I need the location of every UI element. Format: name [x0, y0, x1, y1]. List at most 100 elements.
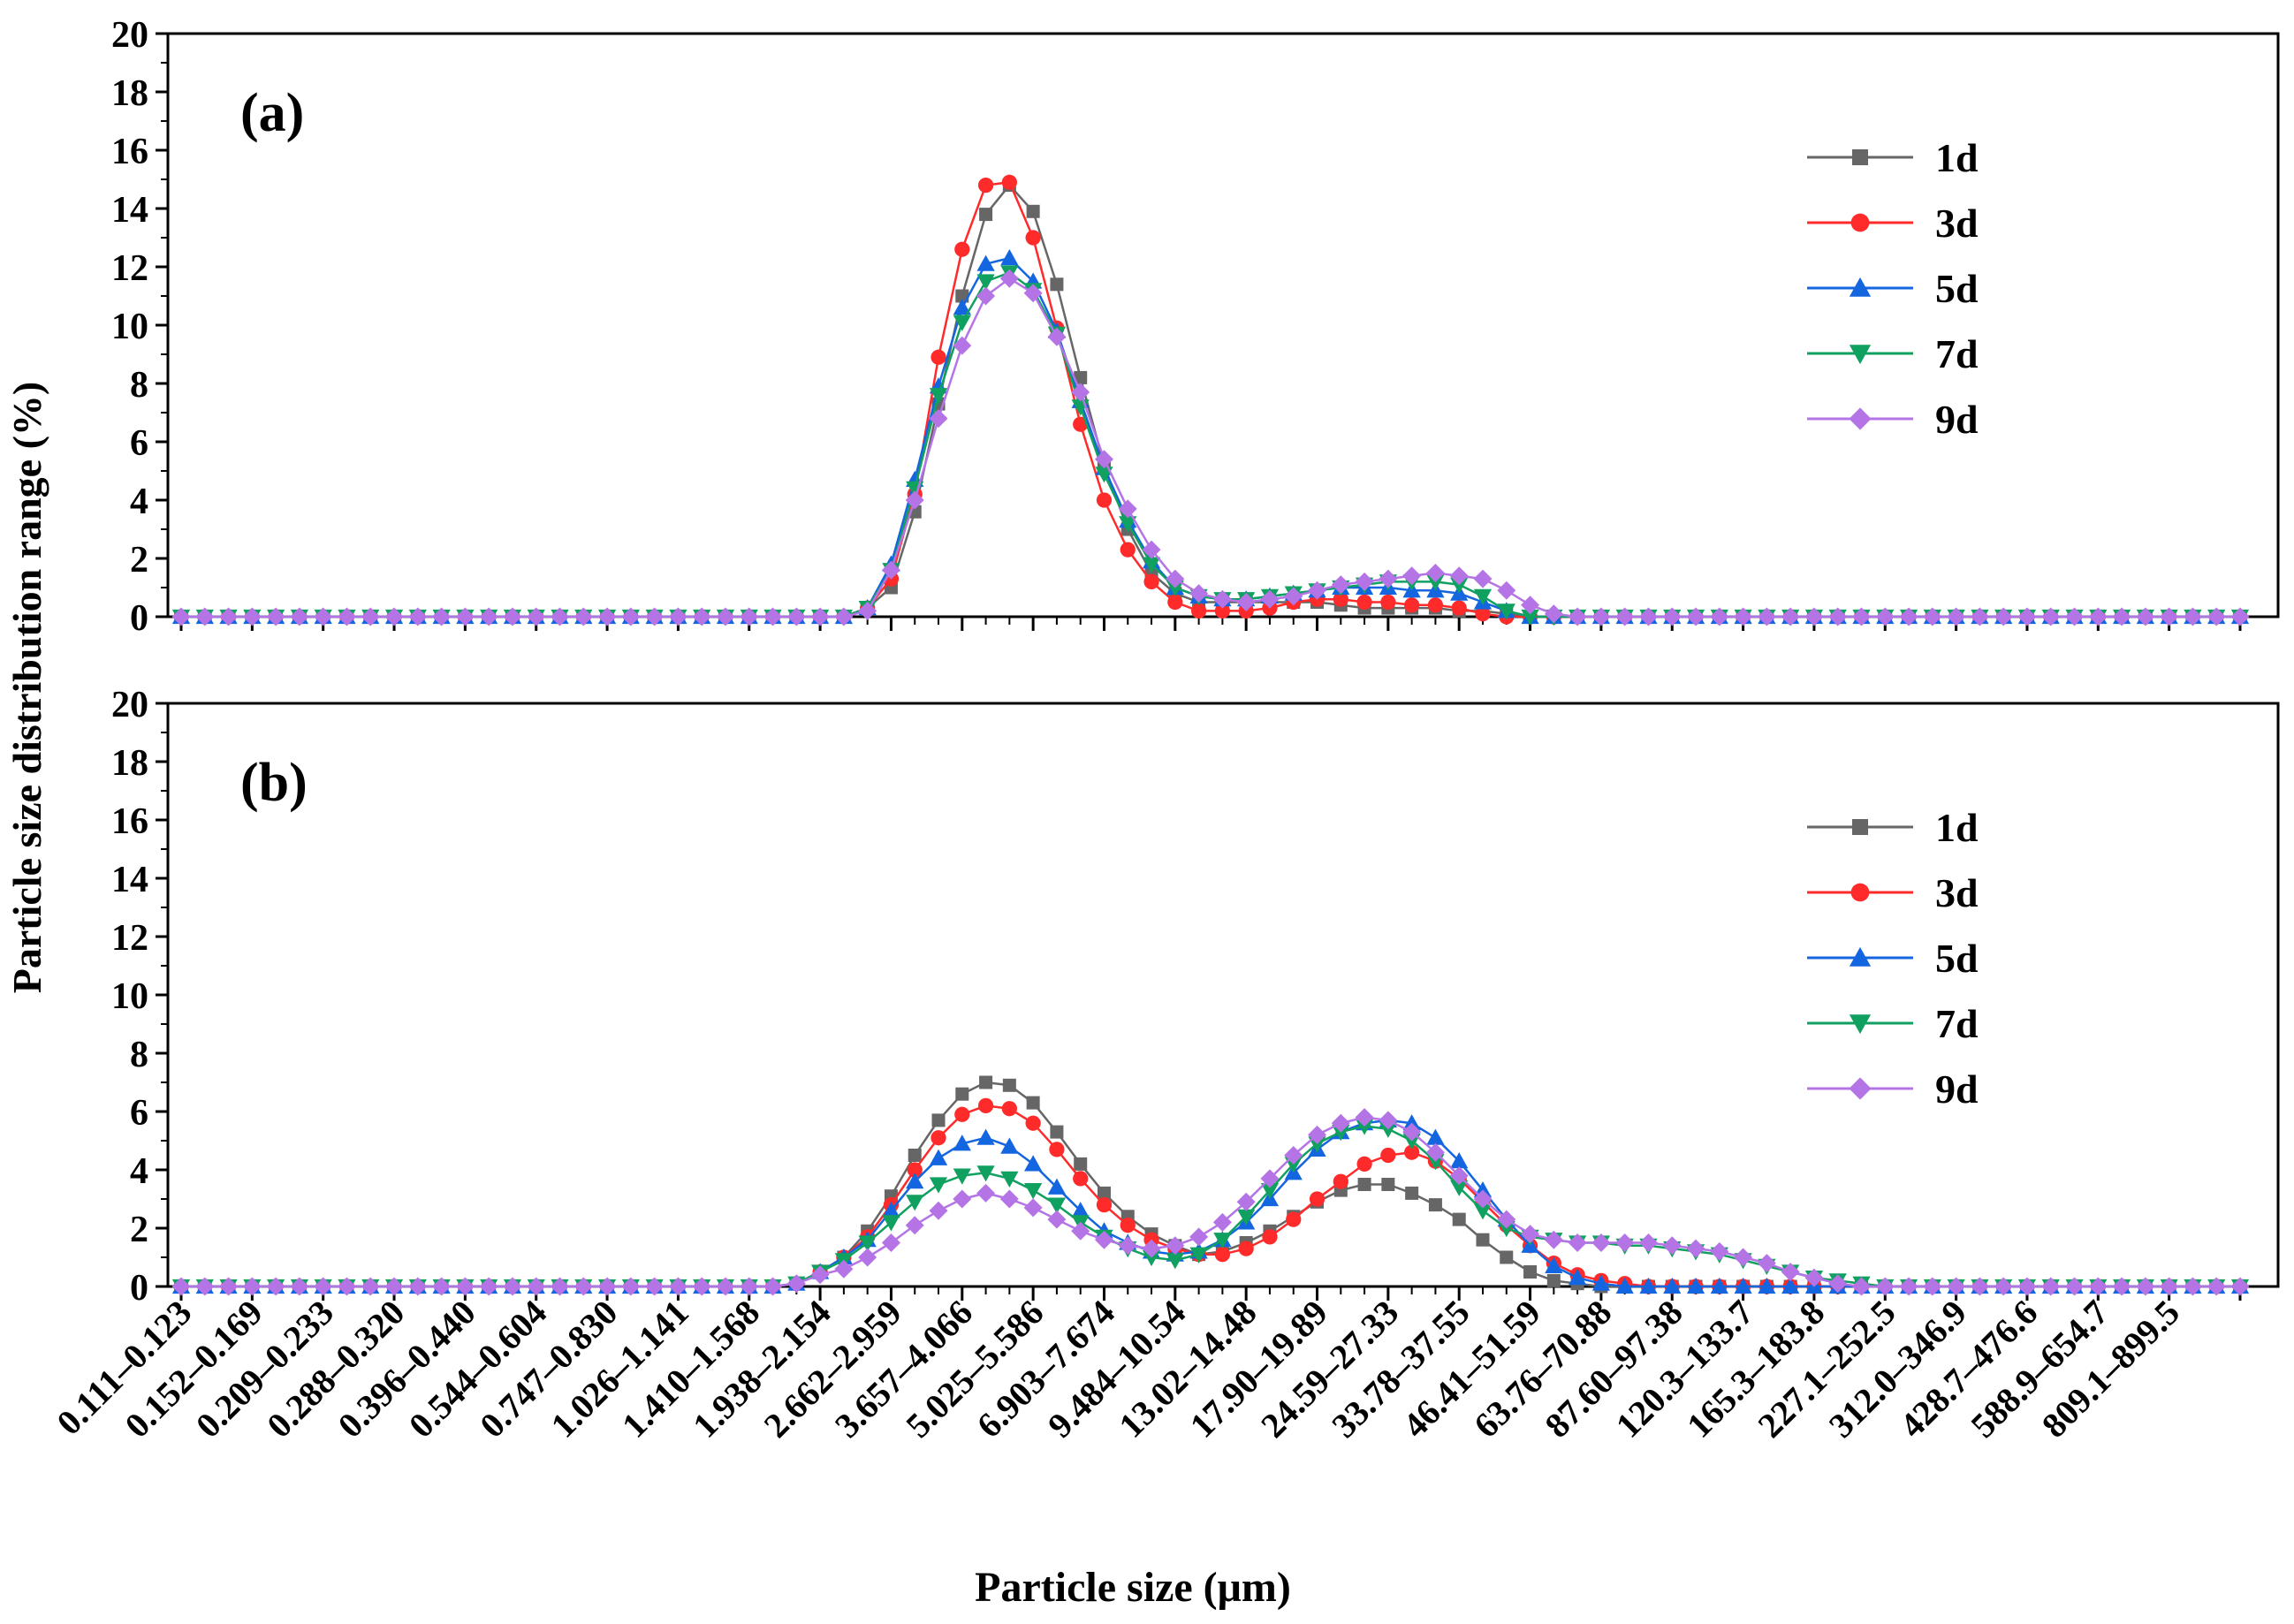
data-point: [2160, 607, 2179, 626]
data-point: [2230, 607, 2250, 626]
legend-entry-9d: 9d: [1807, 397, 1979, 442]
data-point: [1615, 1277, 1634, 1294]
data-point: [2088, 607, 2108, 626]
data-point: [1001, 174, 1017, 190]
data-point: [1425, 1142, 1445, 1162]
data-point: [929, 409, 948, 429]
series-line-3d: [181, 1104, 2240, 1288]
legend-marker: [1852, 819, 1868, 835]
data-point: [1710, 1277, 1728, 1294]
data-point: [1497, 1210, 1516, 1229]
data-point: [668, 607, 687, 626]
data-point: [1544, 604, 1563, 624]
data-point: [621, 607, 641, 626]
data-point: [1237, 1209, 1256, 1226]
data-point: [931, 1113, 946, 1127]
data-point: [503, 607, 522, 626]
data-point: [1002, 1078, 1016, 1092]
data-point: [1212, 1212, 1232, 1232]
series-5d: [171, 1111, 2250, 1294]
legend-entry-1d: 1d: [1807, 135, 1979, 180]
data-point: [953, 1135, 971, 1151]
legend-marker: [1849, 1014, 1872, 1035]
y-tick-label: 8: [130, 1035, 148, 1075]
legend-label: 5d: [1935, 936, 1979, 981]
legend-label: 1d: [1935, 135, 1979, 180]
series-line-9d: [181, 1116, 2240, 1288]
data-point: [314, 1277, 333, 1296]
data-point: [716, 1277, 735, 1296]
y-tick-label: 4: [130, 482, 148, 522]
data-point: [1899, 1277, 1918, 1296]
data-point: [551, 1277, 570, 1296]
data-point: [2112, 1277, 2131, 1296]
data-point: [1284, 1146, 1303, 1165]
data-point: [1332, 1125, 1350, 1142]
data-point: [979, 208, 993, 222]
data-point: [1355, 1119, 1374, 1135]
data-point: [999, 1189, 1019, 1209]
data-point: [931, 349, 946, 365]
series-9d: [171, 269, 2250, 626]
data-point: [2112, 607, 2131, 626]
data-point: [858, 1235, 877, 1252]
data-point: [1308, 1136, 1326, 1153]
data-point: [1994, 607, 2013, 626]
data-point: [1074, 370, 1088, 384]
data-point: [907, 1162, 923, 1178]
data-point: [171, 607, 191, 626]
data-point: [2136, 1277, 2155, 1296]
data-point: [1923, 607, 1942, 626]
data-point: [1308, 1125, 1327, 1144]
data-point: [1189, 1247, 1208, 1264]
data-point: [1074, 1157, 1088, 1171]
data-point: [1073, 1171, 1089, 1187]
data-point: [1425, 564, 1445, 582]
data-point: [1663, 1277, 1682, 1294]
data-point: [976, 1128, 995, 1145]
data-point: [242, 607, 262, 626]
data-point: [1024, 1155, 1043, 1172]
legend-entry-5d: 5d: [1807, 266, 1979, 311]
data-point: [955, 1087, 969, 1101]
panel-label: (b): [240, 753, 308, 813]
data-point: [1379, 1111, 1398, 1130]
data-point: [1025, 1115, 1041, 1131]
data-point: [1591, 1233, 1611, 1252]
legend-entry-7d: 7d: [1807, 1001, 1979, 1046]
data-point: [882, 1215, 900, 1232]
legend-marker: [1849, 407, 1872, 430]
data-point: [1236, 1192, 1256, 1211]
data-point: [1023, 1198, 1043, 1218]
series-line-7d: [181, 271, 2240, 618]
data-point: [2041, 1277, 2061, 1296]
data-point: [1096, 492, 1113, 508]
data-point: [1071, 1202, 1090, 1218]
data-point: [1851, 1277, 1871, 1296]
data-point: [1166, 1253, 1184, 1270]
legend-entry-5d: 5d: [1807, 936, 1979, 981]
series-9d: [171, 1108, 2250, 1296]
legend-entry-9d: 9d: [1807, 1066, 1979, 1112]
data-point: [2183, 1277, 2202, 1296]
data-point: [314, 607, 333, 626]
data-point: [1404, 597, 1420, 613]
data-point: [905, 1216, 924, 1235]
data-point: [929, 388, 948, 405]
data-point: [1473, 569, 1493, 588]
data-point: [1686, 1277, 1705, 1294]
data-point: [1262, 1229, 1278, 1245]
data-point: [621, 1277, 641, 1296]
data-point: [1451, 600, 1467, 616]
data-point: [1284, 587, 1303, 606]
data-point: [1214, 603, 1231, 619]
data-point: [1096, 1196, 1113, 1213]
data-point: [384, 1277, 404, 1296]
y-tick-label: 14: [111, 190, 148, 231]
data-point: [219, 607, 239, 626]
y-tick-label: 20: [111, 15, 148, 56]
data-point: [999, 269, 1019, 288]
legend-label: 3d: [1935, 201, 1979, 246]
data-point: [1212, 589, 1232, 609]
